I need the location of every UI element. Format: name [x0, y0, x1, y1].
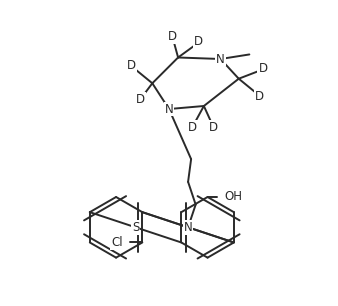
Text: OH: OH	[224, 191, 242, 203]
Text: D: D	[127, 59, 136, 72]
Text: D: D	[194, 35, 203, 48]
Text: Cl: Cl	[111, 236, 123, 249]
Text: D: D	[255, 90, 264, 103]
Text: D: D	[136, 93, 145, 106]
Text: N: N	[165, 103, 173, 116]
Text: D: D	[188, 121, 197, 134]
Text: D: D	[259, 62, 268, 75]
Text: N: N	[184, 221, 192, 234]
Text: N: N	[216, 53, 225, 65]
Text: S: S	[132, 221, 139, 234]
Text: D: D	[209, 121, 218, 134]
Text: D: D	[168, 30, 177, 43]
